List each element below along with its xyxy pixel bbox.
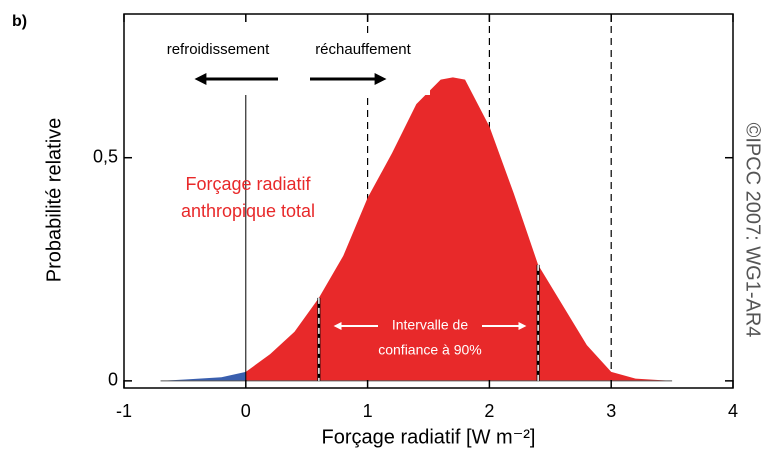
x-tick-label: -1 [116,401,132,421]
annotation-warming: réchauffement [315,41,411,58]
panel-label: b) [12,13,27,30]
x-tick-label: 4 [728,401,738,421]
x-tick-label: 3 [606,401,616,421]
interval-label: Intervalle de [392,317,468,333]
total-label: anthropique total [181,201,315,221]
x-tick-label: 2 [484,401,494,421]
credit: ©IPCC 2007: WG1-AR4 [742,123,764,338]
annotation-bg [150,35,430,95]
x-tick-label: 0 [241,401,251,421]
area-negative [160,371,246,381]
y-tick-label: 0,5 [93,146,118,166]
x-tick-label: 1 [363,401,373,421]
area-positive [245,77,673,381]
annotation-cooling: refroidissement [167,41,270,58]
y-axis-label: Probabilité relative [43,118,65,283]
interval-label: confiance à 90% [378,342,482,358]
total-label: Forçage radiatif [185,174,311,194]
x-axis-label: Forçage radiatif [W m⁻²] [322,426,536,448]
y-tick-label: 0 [108,370,118,390]
plot-frame [123,13,734,389]
